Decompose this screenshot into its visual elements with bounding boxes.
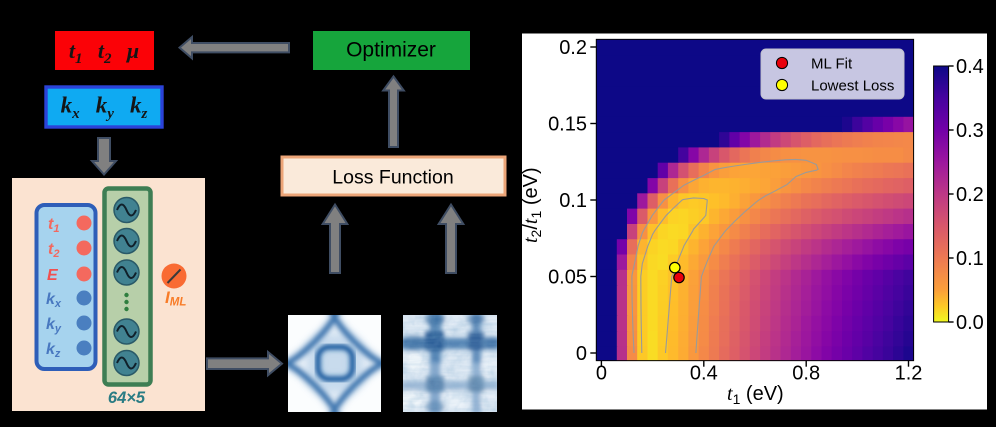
svg-text:t1 t2 μ: t1 t2 μ [69, 38, 139, 67]
svg-text:64×5: 64×5 [108, 389, 146, 407]
svg-text:0.05: 0.05 [548, 267, 587, 289]
svg-text:t1: t1 [48, 216, 59, 235]
svg-text:Loss Function: Loss Function [332, 167, 453, 189]
svg-text:ML Fit: ML Fit [811, 56, 853, 73]
svg-text:0.15: 0.15 [548, 114, 587, 136]
svg-text:0.4: 0.4 [956, 56, 984, 78]
svg-text:0.4: 0.4 [690, 363, 718, 385]
svg-text:E: E [47, 267, 59, 284]
svg-text:0.2: 0.2 [559, 37, 587, 59]
svg-text:0.3: 0.3 [956, 120, 984, 142]
svg-text:1.2: 1.2 [895, 363, 923, 385]
svg-text:t2/t1 (eV): t2/t1 (eV) [520, 167, 544, 243]
svg-text:Lowest Loss: Lowest Loss [811, 78, 894, 95]
svg-text:kx ky kz: kx ky kz [61, 93, 148, 123]
svg-text:Optimizer: Optimizer [346, 39, 436, 62]
svg-text:0.1: 0.1 [956, 248, 984, 270]
svg-text:0.8: 0.8 [792, 363, 820, 385]
svg-text:t2: t2 [48, 241, 59, 260]
svg-text:t1 (eV): t1 (eV) [727, 383, 784, 407]
svg-text:0: 0 [596, 363, 607, 385]
svg-text:0.1: 0.1 [559, 190, 587, 212]
svg-text:0: 0 [576, 343, 587, 365]
svg-text:0.2: 0.2 [956, 184, 984, 206]
svg-text:0.0: 0.0 [956, 312, 984, 334]
